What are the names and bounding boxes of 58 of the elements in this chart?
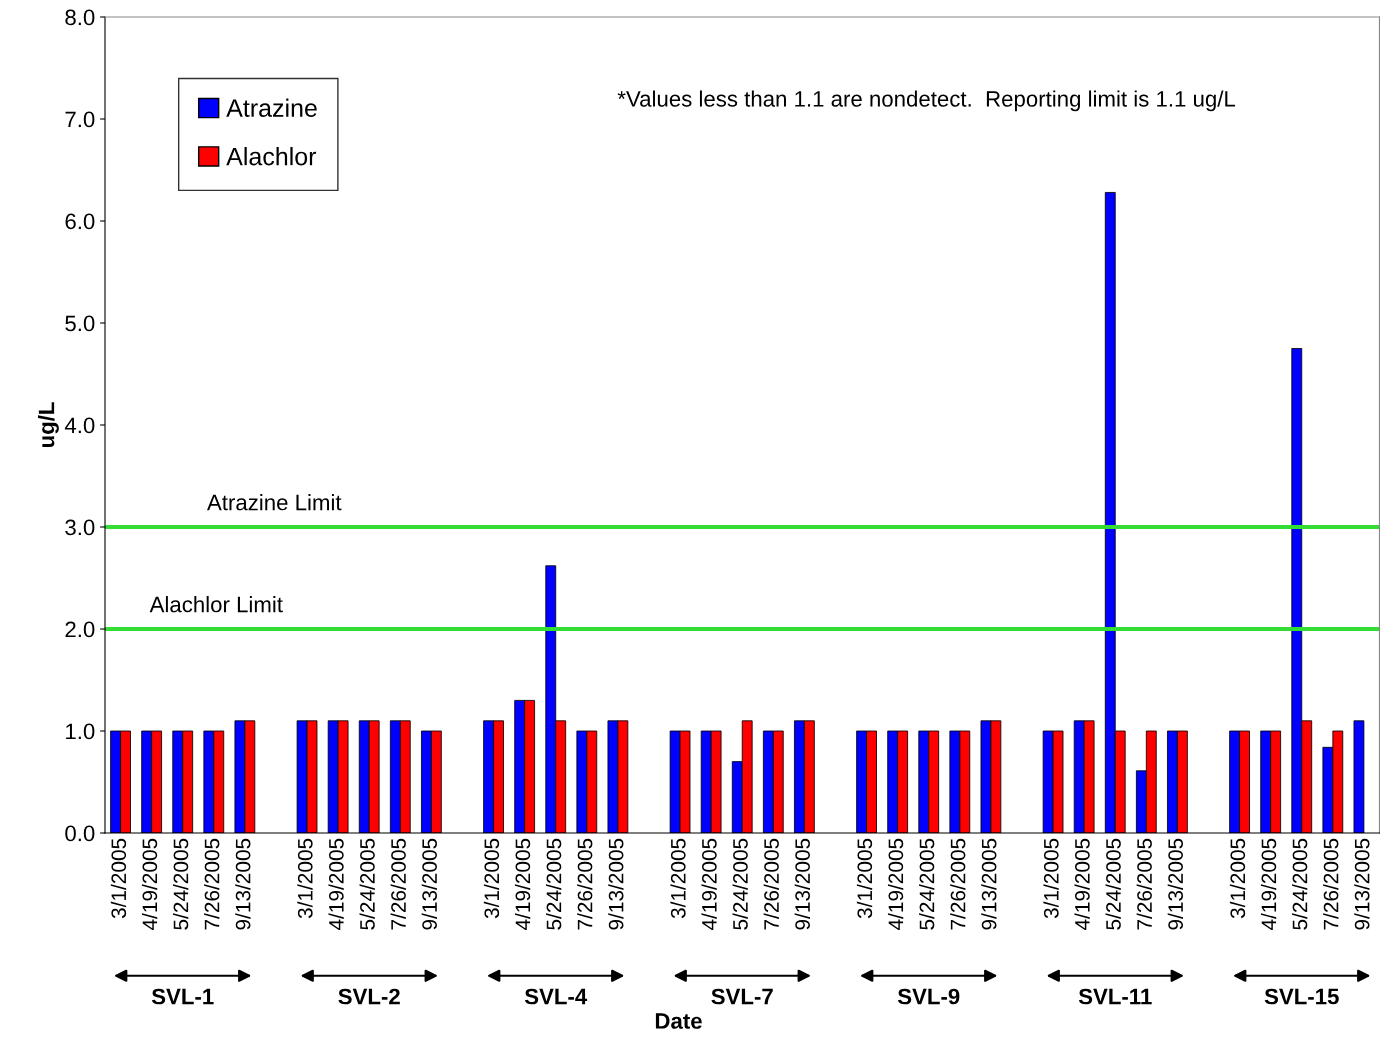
x-tick-label: 5/24/2005: [732, 838, 748, 930]
x-tick-label: 7/26/2005: [577, 838, 593, 930]
text: SVL-11: [1078, 988, 1152, 1005]
x-tick-label: 5/24/2005: [359, 838, 375, 930]
x-tick-label: 3/1/2005: [1043, 838, 1059, 919]
y-tick-label: 8.0: [65, 9, 95, 26]
legend-label: Atrazine: [226, 98, 317, 117]
x-tick-label: 4/19/2005: [514, 838, 531, 931]
x-tick-label: 7/26/2005: [763, 838, 779, 930]
x-tick-label: 9/13/2005: [421, 838, 437, 930]
x-axis-title: Date: [655, 1013, 702, 1029]
y-tick-label: 2.0: [65, 621, 95, 638]
text: SVL-7: [711, 988, 773, 1005]
x-tick-label: 9/13/2005: [235, 838, 251, 930]
x-tick-label: 4/19/2005: [328, 838, 344, 931]
x-tick-label: 3/1/2005: [297, 838, 313, 919]
x-tick-label: 3/1/2005: [483, 838, 500, 919]
x-tick-label: 4/19/2005: [141, 838, 158, 931]
annotation: *Values less than 1.1 are nondetect. Reporting limit is 1.1 ug/L: [617, 90, 1236, 112]
x-tick-label: 7/26/2005: [204, 838, 220, 930]
y-axis-title: ug/L: [38, 402, 59, 448]
x-tick-label: 4/19/2005: [1074, 838, 1090, 931]
x-tick-label: 5/24/2005: [1292, 838, 1308, 930]
x-tick-label: 5/24/2005: [1105, 838, 1121, 930]
text: SVL-1: [151, 988, 214, 1005]
x-tick-label: 4/19/2005: [887, 838, 904, 931]
x-tick-label: 3/1/2005: [670, 838, 686, 919]
x-tick-label: 4/19/2005: [1260, 838, 1277, 931]
x-tick-label: 9/13/2005: [1354, 838, 1370, 930]
y-tick-label: 6.0: [65, 213, 95, 230]
legend-label: Alachlor: [226, 147, 317, 166]
y-tick-label: 4.0: [64, 417, 95, 434]
y-tick-label: 5.0: [65, 315, 95, 332]
x-tick-label: 5/24/2005: [173, 838, 189, 930]
text: SVL-2: [338, 988, 400, 1005]
x-tick-label: 7/26/2005: [1136, 838, 1152, 930]
x-tick-label: 7/26/2005: [390, 838, 406, 930]
y-tick-label: 7.0: [65, 111, 95, 128]
y-tick-label: 3.0: [65, 519, 95, 536]
ref-line-label: Alachlor Limit: [149, 596, 283, 613]
x-tick-label: 5/24/2005: [546, 838, 562, 930]
x-tick-label: 3/1/2005: [856, 838, 873, 919]
text: SVL-9: [897, 988, 960, 1005]
y-tick-label: 1.0: [66, 723, 95, 740]
x-tick-label: 3/1/2005: [110, 838, 127, 919]
x-tick-label: 9/13/2005: [794, 838, 810, 930]
x-tick-label: 9/13/2005: [981, 838, 997, 930]
y-tick-label: 0.0: [65, 825, 95, 842]
x-tick-label: 9/13/2005: [608, 838, 624, 930]
x-tick-label: 3/1/2005: [1229, 838, 1246, 919]
x-tick-label: 4/19/2005: [701, 838, 717, 931]
text: SVL-4: [524, 988, 588, 1005]
ref-line-label: Atrazine Limit: [207, 494, 342, 511]
text: SVL-15: [1264, 988, 1339, 1005]
x-tick-label: 7/26/2005: [950, 838, 966, 930]
x-tick-label: 9/13/2005: [1167, 838, 1183, 930]
x-tick-label: 7/26/2005: [1323, 838, 1339, 930]
x-tick-label: 5/24/2005: [919, 838, 935, 930]
